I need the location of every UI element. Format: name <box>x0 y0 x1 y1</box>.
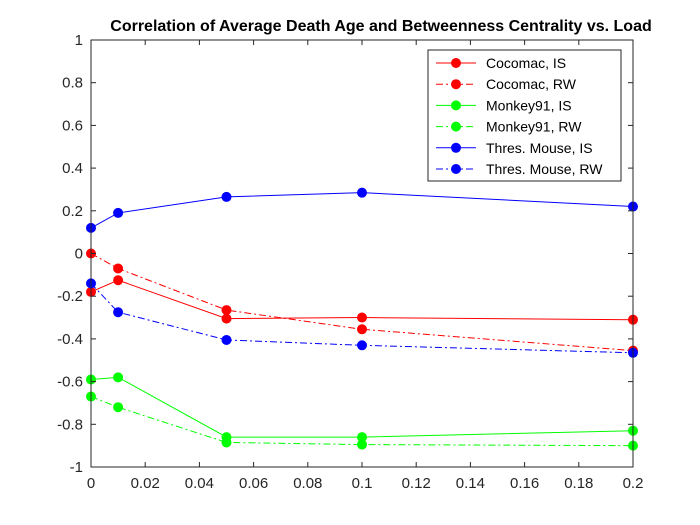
y-tick-label: -0.2 <box>57 288 83 305</box>
series-line-cocomac-rw <box>90 253 634 352</box>
legend-marker-cocomac-is <box>451 58 461 68</box>
data-point-thres-mouse-is-1 <box>113 207 124 218</box>
x-tick-label: 0.12 <box>402 475 431 492</box>
data-point-cocomac-rw-3 <box>357 324 367 335</box>
legend-marker-thres-mouse-rw <box>451 164 461 174</box>
x-tick-label: 0.04 <box>185 475 214 492</box>
data-point-cocomac-rw-2 <box>221 305 232 316</box>
data-point-monkey91-rw-1 <box>113 402 124 413</box>
y-tick-label: 0.8 <box>62 75 83 92</box>
data-point-cocomac-is-3 <box>357 312 367 323</box>
data-point-cocomac-is-2 <box>221 313 232 324</box>
x-tick-label: 0.14 <box>456 475 485 492</box>
data-point-monkey91-rw-3 <box>357 439 367 450</box>
data-point-cocomac-is-1 <box>113 275 124 286</box>
x-tick-label: 0.06 <box>239 475 268 492</box>
legend-marker-thres-mouse-is <box>451 142 461 153</box>
x-tick-label: 0.2 <box>623 475 644 492</box>
data-point-cocomac-rw-1 <box>113 263 124 274</box>
data-point-thres-mouse-is-3 <box>357 187 367 198</box>
data-point-monkey91-is-1 <box>113 372 124 383</box>
y-tick-label: -0.4 <box>57 331 83 348</box>
data-point-thres-mouse-rw-3 <box>357 340 367 351</box>
y-tick-label: -1 <box>70 459 83 476</box>
legend-label-cocomac-rw: Cocomac, RW <box>486 76 577 92</box>
legend: Cocomac, IS Cocomac, RW Monkey91, IS Monkey… <box>427 49 622 182</box>
x-tick-label: 0 <box>87 475 95 492</box>
data-point-thres-mouse-rw-2 <box>221 334 232 345</box>
y-tick-label: 0.2 <box>62 203 83 220</box>
legend-marker-monkey91-rw <box>451 121 461 132</box>
chart-title: Correlation of Average Death Age and Bet… <box>110 18 651 35</box>
series-line-monkey91-rw <box>90 396 634 447</box>
legend-label-thres-mouse-rw: Thres. Mouse, RW <box>486 161 603 177</box>
y-tick-label: 0.6 <box>62 117 83 134</box>
y-tick-label: 0.4 <box>62 160 83 177</box>
x-tick-label: 0.08 <box>293 475 322 492</box>
legend-label-monkey91-is: Monkey91, IS <box>486 97 572 113</box>
axes-layer: 0 0.02 0.04 0.06 0.08 0.1 0.12 0.14 0.16 0.18 0.2 -… <box>57 32 643 492</box>
legend-marker-monkey91-is <box>451 100 461 111</box>
y-tick-label: 0 <box>75 246 83 263</box>
x-tick-label: 0.1 <box>352 475 373 492</box>
x-tick-label: 0.18 <box>564 475 593 492</box>
legend-box <box>427 49 622 182</box>
y-tick-label: -0.8 <box>57 416 83 433</box>
legend-label-thres-mouse-is: Thres. Mouse, IS <box>486 140 593 156</box>
data-point-thres-mouse-rw-1 <box>113 307 124 318</box>
y-tick-label: 1 <box>75 32 83 49</box>
x-tick-label: 0.16 <box>510 475 539 492</box>
legend-marker-cocomac-rw <box>451 79 461 90</box>
legend-label-monkey91-rw: Monkey91, RW <box>486 119 582 135</box>
y-tick-label: -0.6 <box>57 374 83 391</box>
data-point-monkey91-rw-2 <box>221 437 232 448</box>
legend-label-cocomac-is: Cocomac, IS <box>486 55 566 71</box>
x-tick-label: 0.02 <box>131 475 160 492</box>
data-point-thres-mouse-is-2 <box>221 191 232 202</box>
